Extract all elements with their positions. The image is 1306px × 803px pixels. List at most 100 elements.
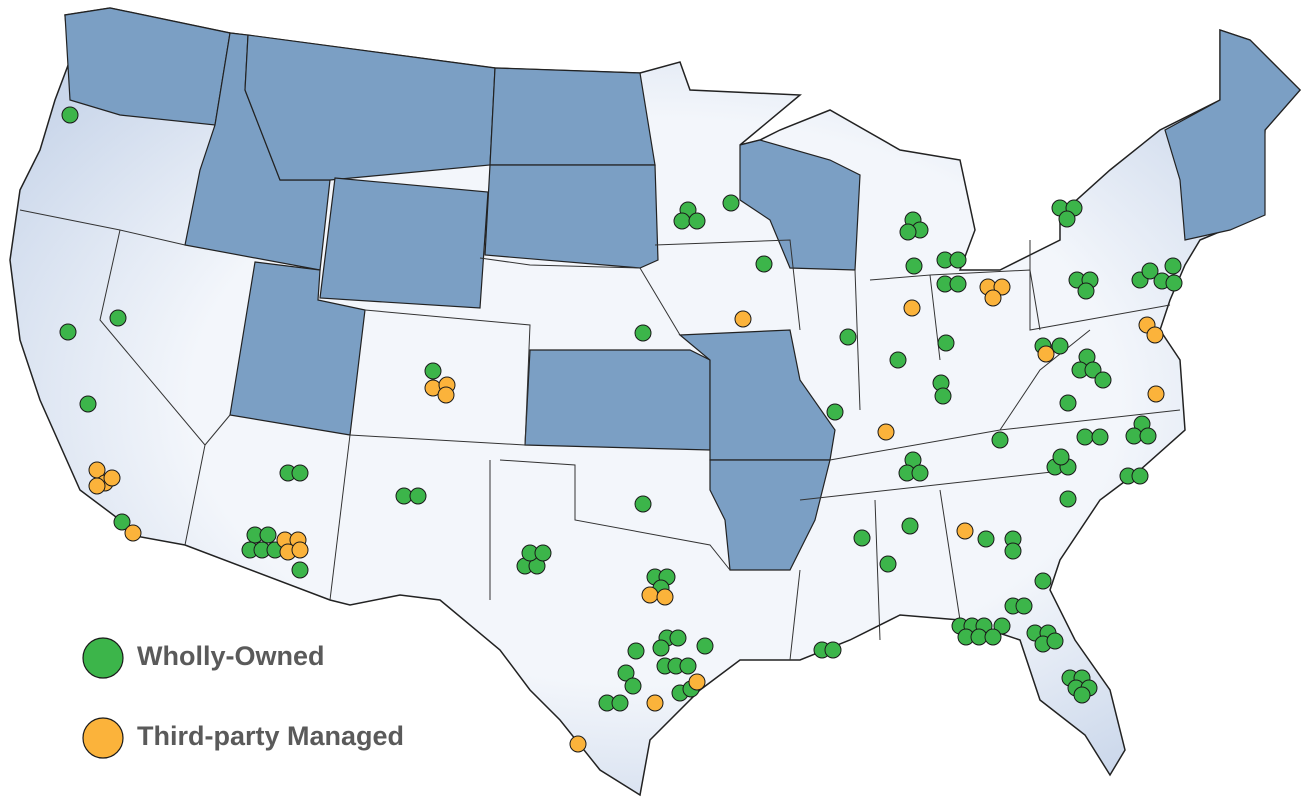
border — [654, 239, 801, 331]
location-marker — [656, 588, 674, 606]
location-marker — [79, 395, 97, 413]
border — [939, 489, 961, 621]
border — [789, 569, 801, 661]
location-marker — [993, 617, 1011, 635]
location-marker — [1059, 394, 1077, 412]
location-marker — [1034, 572, 1052, 590]
location-marker — [1059, 490, 1077, 508]
location-marker — [956, 522, 974, 540]
location-marker — [634, 324, 652, 342]
location-marker — [641, 586, 659, 604]
location-marker — [679, 657, 697, 675]
state — [319, 177, 489, 309]
border — [479, 257, 681, 336]
location-marker — [259, 526, 277, 544]
location-marker — [652, 639, 670, 657]
state — [244, 34, 496, 181]
location-marker — [949, 275, 967, 293]
location-marker — [1015, 597, 1033, 615]
location-marker — [109, 309, 127, 327]
location-marker — [88, 477, 106, 495]
location-marker — [877, 423, 895, 441]
legend-label: Wholly-Owned — [137, 641, 324, 671]
border — [349, 434, 526, 446]
border — [799, 469, 1071, 501]
border — [204, 414, 231, 446]
state — [524, 349, 711, 451]
location-marker — [899, 223, 917, 241]
location-marker — [1094, 371, 1112, 389]
border — [99, 229, 206, 546]
location-marker — [1147, 385, 1165, 403]
location-marker — [617, 664, 635, 682]
legend-label: Third-party Managed — [137, 721, 404, 751]
location-marker — [1077, 282, 1095, 300]
location-marker — [839, 328, 857, 346]
location-marker — [984, 289, 1002, 307]
location-marker — [991, 431, 1009, 449]
border — [874, 499, 881, 641]
location-marker — [722, 194, 740, 212]
location-marker — [905, 257, 923, 275]
location-marker — [937, 334, 955, 352]
location-marker — [669, 629, 687, 647]
location-marker — [1076, 428, 1094, 446]
location-marker — [627, 642, 645, 660]
location-marker — [1164, 257, 1182, 275]
location-marker — [534, 544, 552, 562]
location-marker — [696, 637, 714, 655]
legend-swatch — [82, 637, 124, 679]
location-marker — [1004, 542, 1022, 560]
location-marker — [688, 212, 706, 230]
state-borders — [19, 209, 1181, 661]
location-marker — [879, 555, 897, 573]
location-marker — [1165, 274, 1183, 292]
location-marker — [1146, 326, 1164, 344]
state — [678, 329, 836, 461]
location-marker — [1091, 428, 1109, 446]
location-marker — [673, 212, 691, 230]
location-marker — [569, 735, 587, 753]
border — [364, 309, 531, 446]
location-marker — [291, 541, 309, 559]
location-markers — [59, 106, 1183, 753]
location-marker — [934, 387, 952, 405]
location-marker — [409, 487, 427, 505]
location-marker — [611, 694, 629, 712]
location-marker — [734, 310, 752, 328]
location-marker — [424, 362, 442, 380]
location-marker — [59, 323, 77, 341]
location-marker — [1052, 448, 1070, 466]
location-marker — [984, 628, 1002, 646]
border — [999, 329, 1091, 431]
location-marker — [826, 403, 844, 421]
location-marker — [993, 278, 1011, 296]
location-marker — [291, 561, 309, 579]
legend-swatch — [82, 717, 124, 759]
location-marker — [1139, 427, 1157, 445]
location-marker — [437, 386, 455, 404]
location-marker — [646, 694, 664, 712]
location-marker — [124, 524, 142, 542]
location-marker — [1058, 210, 1076, 228]
location-marker — [1141, 262, 1159, 280]
highlighted-states — [64, 7, 1301, 571]
border — [854, 269, 861, 411]
location-marker — [113, 513, 131, 531]
location-marker — [1073, 686, 1091, 704]
state — [709, 459, 831, 571]
state — [1164, 29, 1301, 241]
location-marker — [903, 299, 921, 317]
state — [489, 67, 656, 166]
location-marker — [853, 529, 871, 547]
location-marker — [977, 530, 995, 548]
location-marker — [634, 495, 652, 513]
location-marker — [61, 106, 79, 124]
location-marker — [755, 255, 773, 273]
location-marker — [688, 673, 706, 691]
location-marker — [889, 351, 907, 369]
location-marker — [103, 469, 121, 487]
location-marker — [1046, 632, 1064, 650]
location-marker — [1037, 345, 1055, 363]
location-marker — [911, 464, 929, 482]
